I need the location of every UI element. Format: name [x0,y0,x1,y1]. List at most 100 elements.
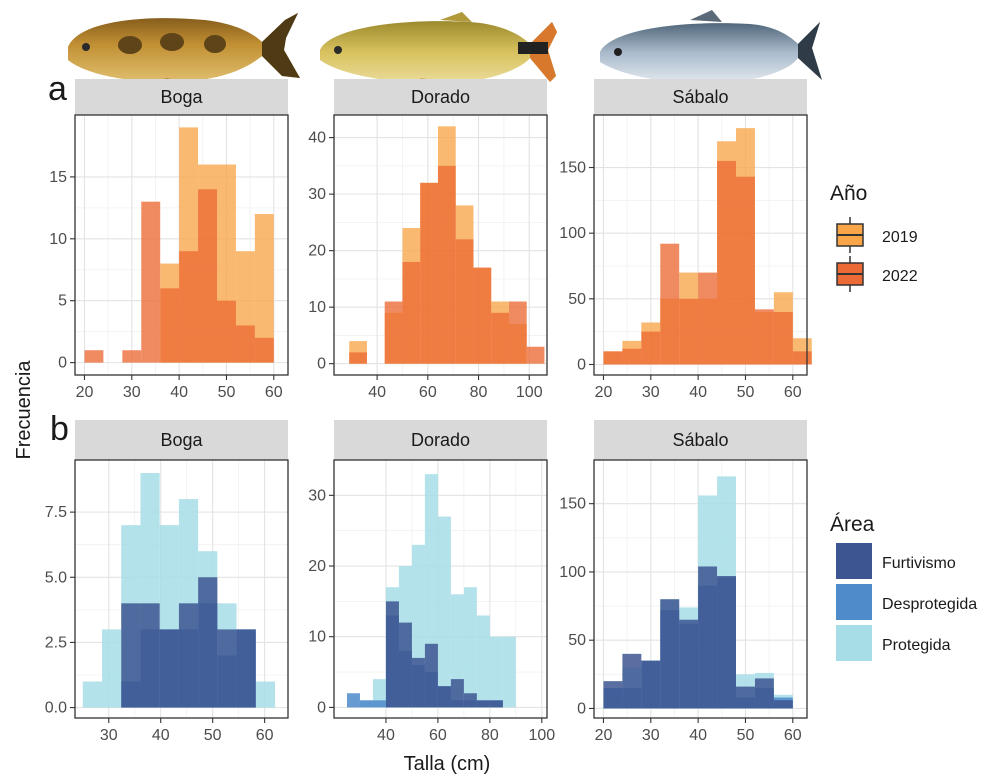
y-tick-label: 150 [559,496,586,513]
facet-strip [334,79,547,115]
bar-2022 [754,309,774,365]
bar-furtivismo [450,679,464,708]
bar-furtivismo [603,681,623,709]
sabalo-fish-icon [600,10,822,90]
bar-furtivismo [773,700,793,709]
panel-border [333,114,548,376]
x-tick-label: 60 [429,727,447,744]
legend-key-2019 [836,217,864,253]
bar-furtivismo [660,599,680,709]
x-tick-label: 60 [419,384,437,401]
facet-strip-label: Sábalo [672,87,728,107]
bar-protegida [82,681,103,708]
panel-tag-b: b [50,410,69,448]
y-tick-label: 100 [559,225,586,242]
panel-tag-a: a [48,70,67,108]
bar-furtivismo [476,700,490,708]
bar-furtivismo [385,601,399,708]
bar-furtivismo [698,566,718,709]
legend-label-2019: 2019 [882,229,918,246]
y-tick-label: 7.5 [45,504,67,521]
bar-furtivismo [178,603,199,708]
bar-2022 [679,298,699,365]
panel-border [593,459,808,719]
y-axis-title: Frecuencia [13,360,35,460]
x-tick-label: 30 [100,727,118,744]
x-tick-label: 50 [737,384,755,401]
bar-2022 [179,251,199,363]
y-tick-label: 30 [308,487,326,504]
bar-furtivismo [121,603,141,708]
bar-2022 [736,176,755,365]
bar-protegida [489,636,503,708]
bar-2022 [217,300,236,363]
legend-year: Año 2019 2022 [830,182,918,292]
bar-2022 [437,165,456,364]
bar-furtivismo [398,622,412,708]
bar-2022 [198,189,217,363]
bar-furtivismo [159,629,179,708]
x-tick-label: 40 [152,727,170,744]
panel-a-dorado: Dorado 40 60 80 100 0 10 20 30 40 [308,79,548,401]
bar-furtivismo [463,693,477,708]
y-tick-label: 150 [559,160,586,177]
y-tick-label: 0.0 [45,700,67,717]
bar-furtivismo [198,577,218,708]
x-tick-label: 100 [516,384,543,401]
x-tick-label: 40 [689,727,707,744]
bar-2022 [508,301,527,364]
x-tick-label: 40 [689,384,707,401]
y-tick-label: 0 [317,356,326,373]
facet-strip-label: Boga [160,430,203,450]
legend-swatch-furtivismo [836,543,872,579]
bar-2022 [455,239,474,364]
bar-protegida [502,636,516,708]
bar-2022 [349,352,367,364]
panel-border [593,114,808,376]
x-tick-label: 80 [470,384,488,401]
x-tick-label: 50 [204,727,222,744]
x-tick-label: 20 [76,384,94,401]
facet-strip [594,79,807,115]
bar-2019 [254,214,274,363]
legend-year-title: Año [830,182,867,205]
bar-2022 [641,331,661,365]
y-tick-label: 30 [308,186,326,203]
y-tick-label: 50 [568,291,586,308]
facet-strip-label: Sábalo [672,430,728,450]
bar-furtivismo [641,660,661,709]
bar-2022 [660,243,680,365]
y-tick-label: 20 [308,558,326,575]
bar-2022 [622,348,642,365]
x-tick-label: 50 [737,727,755,744]
bar-2022 [773,311,793,365]
bar-2022 [526,346,545,364]
legend-label-protegida: Protegida [882,637,951,654]
x-tick-label: 60 [256,727,274,744]
bar-2022 [235,325,255,363]
bar-furtivismo [679,619,699,709]
y-tick-label: 2.5 [45,634,67,651]
y-tick-label: 15 [49,169,67,186]
bar-protegida [463,587,477,708]
panel-b-dorado: Dorado 40 60 80 100 0 10 20 30 [308,420,555,744]
x-tick-label: 60 [784,727,802,744]
facet-strip-label: Dorado [411,430,470,450]
x-tick-label: 60 [784,384,802,401]
bar-2022 [491,312,509,364]
dorado-fish-icon [320,12,557,90]
y-tick-label: 100 [559,564,586,581]
bar-furtivismo [717,576,736,709]
legend-area-title: Área [830,513,875,536]
bar-2022 [254,337,274,363]
bar-furtivismo [424,643,438,708]
bar-furtivismo [754,678,774,709]
bar-furtivismo [217,629,237,708]
x-tick-label: 40 [170,384,188,401]
facet-strip [334,420,547,460]
bar-furtivismo [736,686,755,709]
bar-2022 [84,350,104,363]
bar-furtivismo [622,653,642,709]
legend-label-desprotegida: Desprotegida [882,596,977,613]
